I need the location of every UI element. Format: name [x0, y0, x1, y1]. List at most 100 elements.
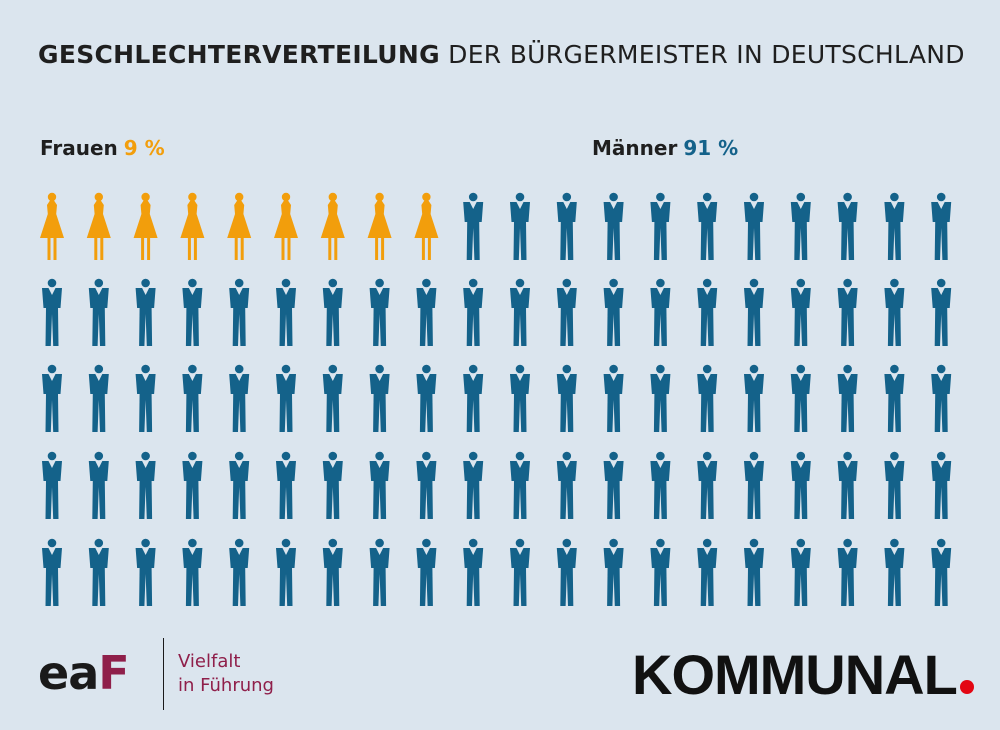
man-icon	[931, 364, 952, 432]
man-icon	[931, 451, 952, 519]
man-icon	[42, 451, 62, 519]
legend-women-label: Frauen	[40, 136, 118, 160]
man-icon	[135, 538, 156, 606]
man-icon	[650, 278, 671, 346]
man-icon	[744, 192, 764, 260]
man-icon	[697, 192, 718, 260]
man-icon	[884, 538, 905, 606]
eaf-tagline-line-2: in Führung	[178, 675, 274, 696]
man-icon	[88, 538, 109, 606]
man-icon	[229, 278, 250, 346]
man-icon	[322, 451, 343, 519]
man-icon	[744, 278, 764, 346]
man-icon	[744, 538, 764, 606]
man-icon	[42, 278, 62, 346]
kommunal-logo: KOMMUNAL	[632, 642, 974, 707]
eaf-wordmark: eaF	[38, 646, 130, 700]
man-icon	[463, 451, 484, 519]
man-icon	[88, 278, 109, 346]
man-icon	[182, 538, 203, 606]
man-icon	[510, 364, 530, 432]
legend-men-label: Männer	[592, 136, 678, 160]
man-icon	[276, 364, 296, 432]
man-icon	[697, 451, 718, 519]
man-icon	[369, 278, 390, 346]
man-icon	[790, 538, 811, 606]
man-icon	[650, 451, 671, 519]
man-icon	[790, 192, 811, 260]
woman-icon	[320, 192, 345, 260]
man-icon	[88, 364, 109, 432]
man-icon	[322, 278, 343, 346]
man-icon	[556, 192, 577, 260]
man-icon	[510, 451, 530, 519]
man-icon	[837, 192, 858, 260]
man-icon	[697, 278, 718, 346]
man-icon	[510, 278, 530, 346]
man-icon	[790, 278, 811, 346]
man-icon	[135, 451, 156, 519]
man-icon	[463, 278, 484, 346]
man-icon	[837, 451, 858, 519]
man-icon	[931, 192, 952, 260]
man-icon	[837, 538, 858, 606]
man-icon	[884, 278, 905, 346]
man-icon	[556, 451, 577, 519]
woman-icon	[227, 192, 252, 260]
man-icon	[42, 364, 62, 432]
man-icon	[884, 364, 905, 432]
man-icon	[603, 538, 624, 606]
man-icon	[603, 278, 624, 346]
man-icon	[229, 364, 250, 432]
eaf-logo: eaF Vielfalt in Führung	[38, 638, 318, 713]
man-icon	[229, 451, 250, 519]
kommunal-wordmark: KOMMUNAL	[632, 643, 958, 706]
man-icon	[837, 364, 858, 432]
man-icon	[369, 451, 390, 519]
woman-icon	[180, 192, 205, 260]
man-icon	[697, 364, 718, 432]
woman-icon	[414, 192, 439, 260]
man-icon	[182, 278, 203, 346]
kommunal-dot-icon	[959, 680, 974, 694]
man-icon	[510, 538, 530, 606]
man-icon	[182, 451, 203, 519]
eaf-tagline-line-1: Vielfalt	[178, 651, 241, 672]
legend-men-pct: 91 %	[683, 136, 739, 160]
legend-men: Männer 91 %	[592, 136, 738, 160]
eaf-tagline: Vielfalt in Führung	[178, 650, 274, 698]
eaf-divider	[163, 638, 164, 710]
man-icon	[276, 278, 296, 346]
man-icon	[416, 364, 437, 432]
woman-icon	[274, 192, 298, 260]
man-icon	[416, 538, 437, 606]
man-icon	[322, 538, 343, 606]
woman-icon	[40, 192, 64, 260]
man-icon	[603, 364, 624, 432]
woman-icon	[367, 192, 392, 260]
man-icon	[416, 451, 437, 519]
man-icon	[322, 364, 343, 432]
man-icon	[556, 538, 577, 606]
man-icon	[416, 278, 437, 346]
man-icon	[88, 451, 109, 519]
legend-women-pct: 9 %	[123, 136, 165, 160]
man-icon	[744, 451, 764, 519]
man-icon	[650, 364, 671, 432]
man-icon	[276, 451, 296, 519]
man-icon	[790, 364, 811, 432]
man-icon	[463, 192, 484, 260]
man-icon	[182, 364, 203, 432]
man-icon	[463, 538, 484, 606]
legend-women: Frauen 9 %	[40, 136, 165, 160]
man-icon	[650, 192, 671, 260]
woman-icon	[133, 192, 158, 260]
man-icon	[556, 278, 577, 346]
man-icon	[135, 278, 156, 346]
man-icon	[744, 364, 764, 432]
title-rest: DER BÜRGERMEISTER IN DEUTSCHLAND	[448, 40, 965, 69]
man-icon	[697, 538, 718, 606]
man-icon	[556, 364, 577, 432]
man-icon	[931, 278, 952, 346]
